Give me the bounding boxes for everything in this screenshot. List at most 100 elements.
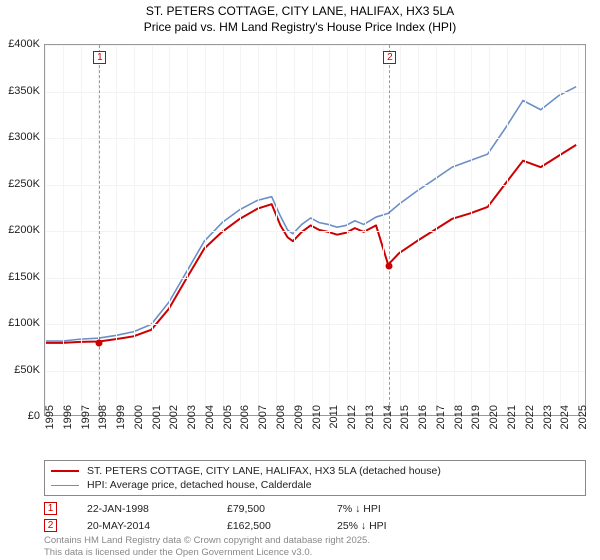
sale-marker-line xyxy=(99,45,100,415)
sale-row-pct: 7% ↓ HPI xyxy=(337,503,467,515)
title-line1: ST. PETERS COTTAGE, CITY LANE, HALIFAX, … xyxy=(0,4,600,20)
sale-row-price: £79,500 xyxy=(227,503,337,515)
sale-row-date: 22-JAN-1998 xyxy=(87,503,227,515)
y-axis-label: £0 xyxy=(0,410,40,422)
gridline-v xyxy=(507,45,508,415)
gridline-v xyxy=(205,45,206,415)
legend-swatch xyxy=(51,470,79,472)
gridline-v xyxy=(383,45,384,415)
gridline-v xyxy=(454,45,455,415)
gridline-v xyxy=(329,45,330,415)
y-axis-label: £250K xyxy=(0,178,40,190)
x-axis-label: 2002 xyxy=(168,405,180,435)
gridline-v xyxy=(152,45,153,415)
gridline-h xyxy=(45,278,585,279)
y-axis-label: £150K xyxy=(0,271,40,283)
gridline-h xyxy=(45,138,585,139)
x-axis-label: 2018 xyxy=(453,405,465,435)
gridline-h xyxy=(45,231,585,232)
legend-item: HPI: Average price, detached house, Cald… xyxy=(51,478,579,492)
x-axis-label: 2024 xyxy=(559,405,571,435)
gridline-v xyxy=(418,45,419,415)
x-axis-label: 1999 xyxy=(115,405,127,435)
x-axis-label: 2025 xyxy=(577,405,589,435)
footer-line2: This data is licensed under the Open Gov… xyxy=(44,547,370,558)
y-axis-label: £400K xyxy=(0,38,40,50)
sale-row-pct: 25% ↓ HPI xyxy=(337,520,467,532)
gridline-v xyxy=(63,45,64,415)
gridline-v xyxy=(294,45,295,415)
chart-container: ST. PETERS COTTAGE, CITY LANE, HALIFAX, … xyxy=(0,0,600,560)
legend-label: HPI: Average price, detached house, Cald… xyxy=(87,479,312,491)
y-axis-label: £100K xyxy=(0,317,40,329)
sales-table: 1 22-JAN-1998£79,5007% ↓ HPI 220-MAY-2014£… xyxy=(44,500,586,534)
x-axis-label: 2014 xyxy=(382,405,394,435)
gridline-v xyxy=(365,45,366,415)
gridline-v xyxy=(240,45,241,415)
chart-title: ST. PETERS COTTAGE, CITY LANE, HALIFAX, … xyxy=(0,0,600,35)
x-axis-label: 2009 xyxy=(293,405,305,435)
x-axis-label: 2004 xyxy=(204,405,216,435)
footer-line1: Contains HM Land Registry data © Crown c… xyxy=(44,535,370,546)
gridline-v xyxy=(81,45,82,415)
x-axis-label: 2020 xyxy=(488,405,500,435)
y-axis-label: £300K xyxy=(0,131,40,143)
gridline-v xyxy=(543,45,544,415)
x-axis-label: 2023 xyxy=(542,405,554,435)
x-axis-label: 2011 xyxy=(328,405,340,435)
gridline-v xyxy=(400,45,401,415)
plot-area: 12 xyxy=(44,44,586,416)
gridline-v xyxy=(436,45,437,415)
x-axis-label: 2010 xyxy=(311,405,323,435)
gridline-v xyxy=(169,45,170,415)
gridline-h xyxy=(45,185,585,186)
gridline-v xyxy=(223,45,224,415)
gridline-v xyxy=(187,45,188,415)
gridline-v xyxy=(578,45,579,415)
x-axis-label: 2019 xyxy=(470,405,482,435)
gridline-v xyxy=(258,45,259,415)
line-series-svg xyxy=(45,45,585,415)
x-axis-label: 2017 xyxy=(435,405,447,435)
y-axis-label: £200K xyxy=(0,224,40,236)
x-axis-label: 2013 xyxy=(364,405,376,435)
gridline-v xyxy=(489,45,490,415)
y-axis-label: £350K xyxy=(0,85,40,97)
gridline-h xyxy=(45,324,585,325)
gridline-v xyxy=(116,45,117,415)
y-axis-label: £50K xyxy=(0,364,40,376)
x-axis-label: 1997 xyxy=(80,405,92,435)
gridline-h xyxy=(45,92,585,93)
title-line2: Price paid vs. HM Land Registry's House … xyxy=(0,20,600,36)
gridline-v xyxy=(471,45,472,415)
x-axis-label: 2005 xyxy=(222,405,234,435)
sale-marker-dot xyxy=(386,262,393,269)
legend-swatch xyxy=(51,485,79,486)
gridline-v xyxy=(134,45,135,415)
x-axis-label: 1995 xyxy=(44,405,56,435)
gridline-v xyxy=(525,45,526,415)
gridline-v xyxy=(347,45,348,415)
sale-row-marker: 1 xyxy=(44,502,57,515)
x-axis-label: 2015 xyxy=(399,405,411,435)
x-axis-label: 2007 xyxy=(257,405,269,435)
x-axis-label: 2016 xyxy=(417,405,429,435)
x-axis-label: 2001 xyxy=(151,405,163,435)
gridline-h xyxy=(45,371,585,372)
attribution-footer: Contains HM Land Registry data © Crown c… xyxy=(44,535,370,558)
sale-marker-badge: 2 xyxy=(383,51,396,64)
sale-marker-badge: 1 xyxy=(93,51,106,64)
x-axis-label: 1996 xyxy=(62,405,74,435)
legend: ST. PETERS COTTAGE, CITY LANE, HALIFAX, … xyxy=(44,460,586,496)
x-axis-label: 2022 xyxy=(524,405,536,435)
x-axis-label: 2000 xyxy=(133,405,145,435)
gridline-v xyxy=(312,45,313,415)
sale-row-price: £162,500 xyxy=(227,520,337,532)
sale-row: 220-MAY-2014£162,50025% ↓ HPI xyxy=(44,517,586,534)
x-axis-label: 2008 xyxy=(275,405,287,435)
legend-label: ST. PETERS COTTAGE, CITY LANE, HALIFAX, … xyxy=(87,465,441,477)
x-axis-label: 1998 xyxy=(97,405,109,435)
gridline-v xyxy=(45,45,46,415)
legend-item: ST. PETERS COTTAGE, CITY LANE, HALIFAX, … xyxy=(51,464,579,478)
x-axis-label: 2006 xyxy=(239,405,251,435)
